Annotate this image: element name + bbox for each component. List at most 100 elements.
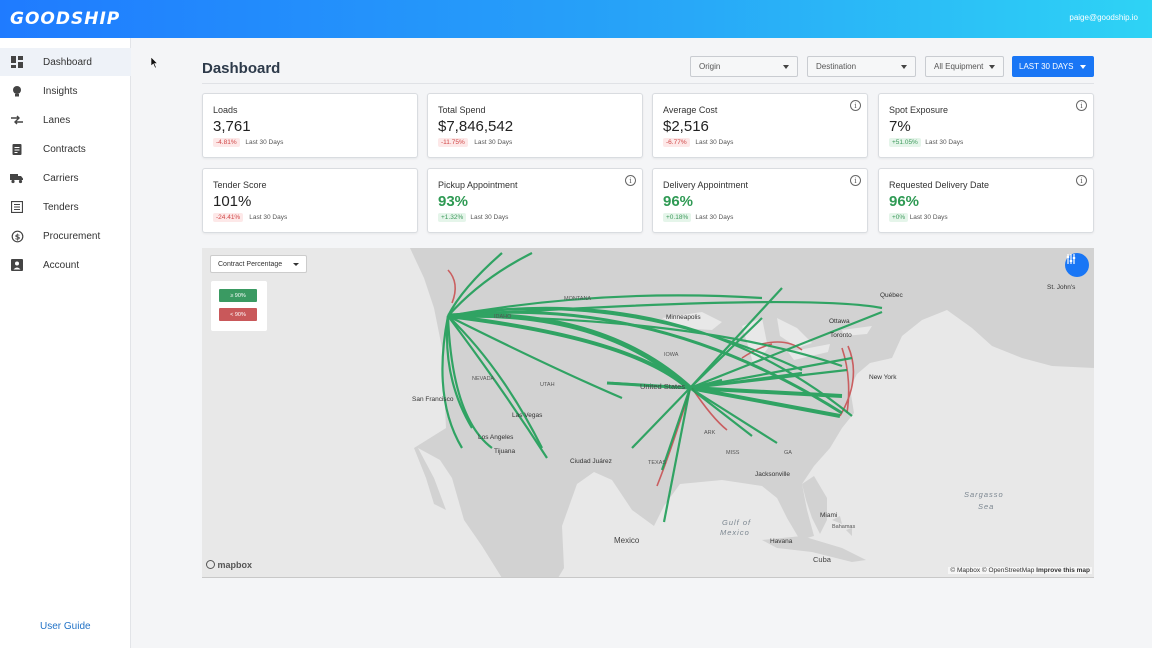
- contract-percentage-select[interactable]: Contract Percentage: [210, 255, 307, 273]
- metric-change-badge: +0%: [889, 213, 909, 222]
- truck-icon: [10, 171, 24, 185]
- sidebar-item-carriers[interactable]: Carriers: [0, 164, 131, 192]
- map-label: New York: [869, 374, 897, 381]
- map-label: Ciudad Juárez: [570, 458, 612, 465]
- sidebar-item-label: Carriers: [43, 172, 79, 184]
- map-label: United States: [640, 382, 686, 391]
- page-title: Dashboard: [202, 60, 281, 77]
- metric-label: Average Cost: [663, 105, 718, 115]
- info-icon[interactable]: i: [850, 175, 861, 186]
- user-guide-link[interactable]: User Guide: [40, 621, 91, 632]
- metric-card-tender-score: Tender Score 101% -24.41% Last 30 Days: [202, 168, 418, 233]
- sidebar-item-lanes[interactable]: Lanes: [0, 106, 131, 134]
- map-label: Ottawa: [829, 318, 850, 325]
- map-label: Miami: [820, 512, 838, 519]
- info-icon[interactable]: i: [850, 100, 861, 111]
- sliders-icon: [1066, 254, 1076, 264]
- dashboard-icon: [10, 55, 24, 69]
- metric-period: Last 30 Days: [909, 214, 948, 221]
- improve-map-link[interactable]: Improve this map: [1036, 567, 1090, 574]
- origin-select[interactable]: Origin: [690, 56, 798, 77]
- map-label: Jacksonville: [755, 471, 791, 478]
- metric-label: Spot Exposure: [889, 105, 949, 115]
- map-label: Los Angeles: [478, 434, 514, 441]
- list-icon: [10, 200, 24, 214]
- sidebar-item-dashboard[interactable]: Dashboard: [0, 48, 131, 76]
- period-button-label: LAST 30 DAYS: [1019, 62, 1074, 71]
- metric-label: Delivery Appointment: [663, 180, 749, 190]
- sidebar-item-tenders[interactable]: Tenders: [0, 193, 131, 221]
- map-filter-button[interactable]: [1065, 253, 1089, 277]
- map-label: MISS: [726, 450, 740, 456]
- metric-period: Last 30 Days: [470, 214, 509, 221]
- attribution-text[interactable]: © Mapbox © OpenStreetMap: [950, 567, 1035, 574]
- chevron-down-icon: [783, 65, 789, 69]
- metric-change-badge: +1.32%: [438, 213, 467, 222]
- lightbulb-icon: [10, 84, 24, 98]
- user-email[interactable]: paige@goodship.io: [1069, 13, 1138, 22]
- mapbox-logo[interactable]: mapbox: [206, 560, 252, 570]
- dollar-cycle-icon: $: [10, 229, 24, 243]
- metric-value: 101%: [213, 193, 252, 210]
- sidebar: Dashboard Insights Lanes Contracts Carri…: [0, 38, 131, 648]
- metric-value: 93%: [438, 193, 469, 210]
- info-icon[interactable]: i: [1076, 175, 1087, 186]
- mapbox-icon: [206, 560, 215, 569]
- metric-change-badge: +51.05%: [889, 138, 921, 147]
- metric-label: Requested Delivery Date: [889, 180, 990, 190]
- origin-select-label: Origin: [699, 62, 721, 71]
- sidebar-item-contracts[interactable]: Contracts: [0, 135, 131, 163]
- metric-period: Last 30 Days: [925, 139, 964, 146]
- metric-value: 96%: [663, 193, 694, 210]
- destination-select[interactable]: Destination: [807, 56, 916, 77]
- svg-text:$: $: [14, 232, 20, 241]
- map-label: St. John's: [1047, 284, 1076, 291]
- metric-card-average-cost: Average Cost $2,516 -6.77% Last 30 Days i: [652, 93, 868, 158]
- info-icon[interactable]: i: [625, 175, 636, 186]
- chevron-down-icon: [293, 263, 299, 266]
- sidebar-item-label: Tenders: [43, 201, 79, 213]
- metric-change-badge: -4.81%: [213, 138, 240, 147]
- map-attribution: © Mapbox © OpenStreetMap Improve this ma…: [948, 567, 1092, 574]
- map-label: IDAHO: [494, 314, 512, 320]
- metric-card-delivery-appointment: Delivery Appointment 96% +0.18% Last 30 Day…: [652, 168, 868, 233]
- sidebar-item-insights[interactable]: Insights: [0, 77, 131, 105]
- header-divider: [202, 83, 1094, 84]
- metric-value: 96%: [889, 193, 920, 210]
- metric-label: Tender Score: [213, 180, 267, 190]
- sidebar-item-label: Lanes: [43, 114, 71, 126]
- chevron-down-icon: [989, 65, 995, 69]
- map-label: Mexico: [720, 528, 750, 537]
- sidebar-item-label: Insights: [43, 85, 78, 97]
- metric-change-badge: +0.18%: [663, 213, 692, 222]
- lane-map[interactable]: San Francisco Los Angeles Las Vegas Tiju…: [202, 248, 1094, 578]
- map-label: Havana: [770, 538, 793, 545]
- metric-label: Pickup Appointment: [438, 180, 518, 190]
- chevron-down-icon: [1080, 64, 1086, 69]
- metric-card-spot-exposure: Spot Exposure 7% +51.05% Last 30 Days i: [878, 93, 1094, 158]
- mapbox-logo-text: mapbox: [217, 560, 253, 570]
- sidebar-item-label: Contracts: [43, 143, 86, 155]
- info-icon[interactable]: i: [1076, 100, 1087, 111]
- metric-label: Loads: [213, 105, 238, 115]
- chevron-down-icon: [901, 65, 907, 69]
- sidebar-item-procurement[interactable]: $ Procurement: [0, 222, 131, 250]
- lanes-icon: [10, 113, 24, 127]
- period-button[interactable]: LAST 30 DAYS: [1012, 56, 1094, 77]
- map-label: Las Vegas: [512, 412, 543, 419]
- metric-period: Last 30 Days: [695, 139, 734, 146]
- legend-item-high: ≥ 90%: [219, 289, 257, 302]
- map-label: Bahamas: [832, 524, 856, 530]
- metric-value: 7%: [889, 118, 911, 135]
- metric-card-total-spend: Total Spend $7,846,542 -11.75% Last 30 Days: [427, 93, 643, 158]
- map-label: UTAH: [540, 382, 555, 388]
- map-label: Québec: [880, 292, 903, 299]
- metric-period: Last 30 Days: [695, 214, 734, 221]
- legend-item-low: < 90%: [219, 308, 257, 321]
- account-icon: [10, 258, 24, 272]
- metric-period: Last 30 Days: [249, 214, 288, 221]
- goodship-logo[interactable]: GOODSHIP: [10, 9, 121, 29]
- mouse-cursor-icon: [151, 57, 159, 69]
- equipment-select[interactable]: All Equipment: [925, 56, 1004, 77]
- sidebar-item-account[interactable]: Account: [0, 251, 131, 279]
